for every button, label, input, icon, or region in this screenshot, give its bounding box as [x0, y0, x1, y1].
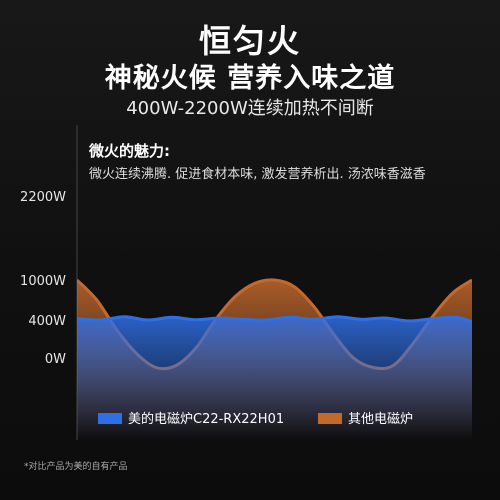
note-text: 微火连续沸腾. 促进食材本味, 激发营养析出. 汤浓味香滋香 — [89, 167, 426, 182]
footnote: *对比产品为美的自有产品 — [24, 462, 128, 472]
legend-swatch — [98, 413, 122, 424]
y-tick-label: 2200W — [20, 190, 66, 205]
y-tick-label: 0W — [45, 352, 66, 367]
series-line — [77, 315, 472, 324]
legend-swatch — [318, 413, 342, 424]
note-heading: 微火的魅力: — [89, 142, 170, 160]
y-tick-label: 400W — [28, 314, 66, 329]
power-range-tagline: 400W-2200W连续加热不间断 — [126, 98, 374, 119]
series-area — [77, 316, 472, 440]
page-subtitle: 神秘火候 营养入味之道 — [104, 63, 396, 94]
legend-label: 美的电磁炉C22-RX22H01 — [128, 411, 284, 427]
legend-label: 其他电磁炉 — [348, 412, 413, 427]
page-title: 恒匀火 — [198, 22, 301, 60]
y-tick-label: 1000W — [20, 274, 66, 289]
